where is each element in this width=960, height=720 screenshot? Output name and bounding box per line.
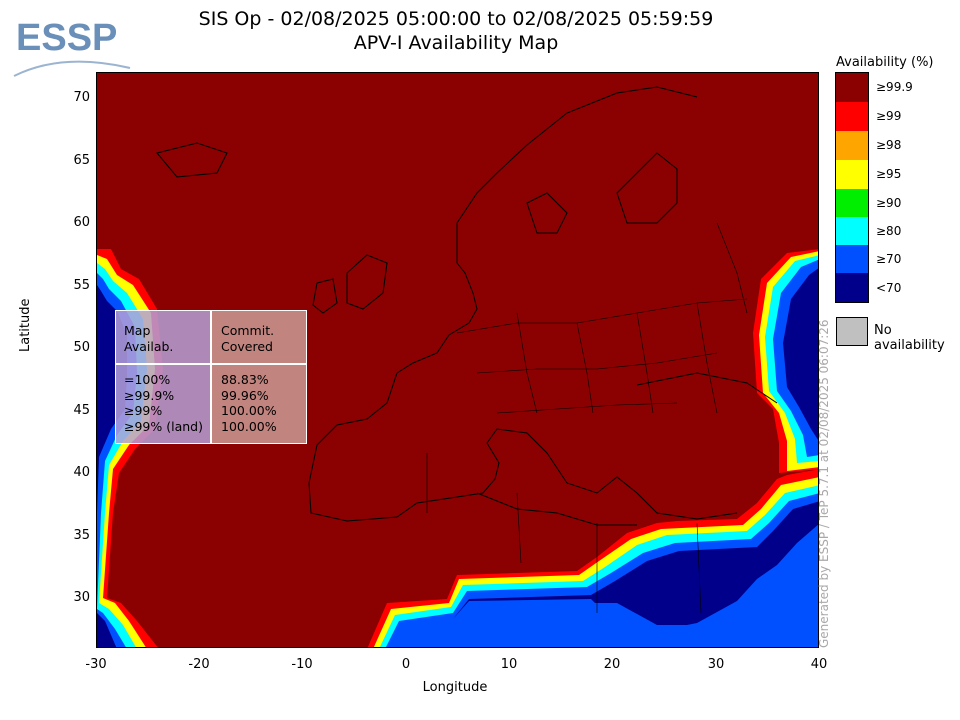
x-tick-label: 10 — [500, 657, 518, 672]
legend-label: ≥99.9 — [876, 80, 913, 94]
table-row-value: 100.00% — [221, 419, 277, 434]
legend-swatch-95 — [836, 160, 868, 189]
legend-label: ≥80 — [876, 224, 902, 238]
south-band-dark — [453, 501, 818, 625]
table-row-level: ≥99.9% — [124, 388, 175, 403]
y-tick-label: 65 — [73, 153, 90, 168]
map-title: SIS Op - 02/08/2025 05:00:00 to 02/08/20… — [198, 8, 714, 30]
stats-table: Map Availab. Commit. Covered =100% 88.83… — [115, 310, 307, 444]
table-header-right-bg — [211, 310, 307, 364]
y-axis-label: Latitude — [18, 298, 33, 352]
borders — [426, 222, 748, 614]
legend-swatch-lt70 — [836, 273, 868, 302]
legend-label: ≥95 — [876, 167, 902, 181]
y-tick-label: 70 — [73, 90, 90, 105]
table-row-value: 100.00% — [221, 403, 277, 418]
table-body-left-bg — [115, 364, 211, 444]
availability-map — [96, 72, 819, 648]
legend-title: Availability (%) — [836, 55, 934, 70]
table-header-left-bg — [115, 310, 211, 364]
map-canvas — [97, 73, 818, 647]
x-axis-label: Longitude — [422, 680, 488, 695]
x-tick-label: 20 — [603, 657, 621, 672]
legend-swatch-90 — [836, 189, 868, 218]
legend-swatch-99 — [836, 102, 868, 131]
x-tick-label: -30 — [85, 657, 107, 672]
y-tick-label: 55 — [73, 278, 90, 293]
y-tick-label: 60 — [73, 215, 90, 230]
table-row-value: 99.96% — [221, 388, 269, 403]
table-row-level: ≥99% — [124, 403, 163, 418]
table-header-map-availab: Map Availab. — [124, 323, 174, 354]
logo-text: ESSP — [16, 17, 117, 59]
x-tick-label: -10 — [291, 657, 313, 672]
legend-swatch-80 — [836, 217, 868, 246]
legend-label: ≥90 — [876, 196, 902, 210]
legend-swatch-98 — [836, 131, 868, 160]
east-band-dark — [783, 268, 818, 440]
legend-swatch-99-9 — [836, 73, 868, 102]
y-tick-label: 50 — [73, 340, 90, 355]
x-tick-label: 40 — [810, 657, 828, 672]
table-body-right-bg — [211, 364, 307, 444]
legend-label: ≥99 — [876, 109, 902, 123]
legend-label-no-availability: No availability — [874, 323, 945, 353]
legend-label: ≥98 — [876, 138, 902, 152]
legend-swatch-70 — [836, 245, 868, 274]
west-band-dark-s — [97, 613, 117, 647]
table-row-level: ≥99% (land) — [124, 419, 203, 434]
y-tick-label: 30 — [73, 590, 90, 605]
generated-by-text: Generated by ESSP / TeP 5.7.1 at 02/08/2… — [817, 319, 831, 648]
x-tick-label: 0 — [401, 657, 411, 672]
table-header-commit-covered: Commit. Covered — [221, 323, 275, 354]
y-tick-label: 45 — [73, 403, 90, 418]
coastlines — [156, 86, 778, 526]
legend-label: <70 — [876, 281, 902, 295]
legend-label: ≥70 — [876, 252, 902, 266]
map-subtitle: APV-I Availability Map — [353, 32, 559, 54]
legend-frame — [835, 72, 869, 303]
table-row-value: 88.83% — [221, 372, 269, 387]
x-tick-label: 30 — [707, 657, 725, 672]
y-tick-label: 35 — [73, 528, 90, 543]
table-row-level: =100% — [124, 372, 171, 387]
y-tick-label: 40 — [73, 465, 90, 480]
legend-swatch-no-availability — [836, 317, 868, 346]
x-tick-label: -20 — [188, 657, 210, 672]
essp-logo: ESSP — [12, 14, 132, 80]
